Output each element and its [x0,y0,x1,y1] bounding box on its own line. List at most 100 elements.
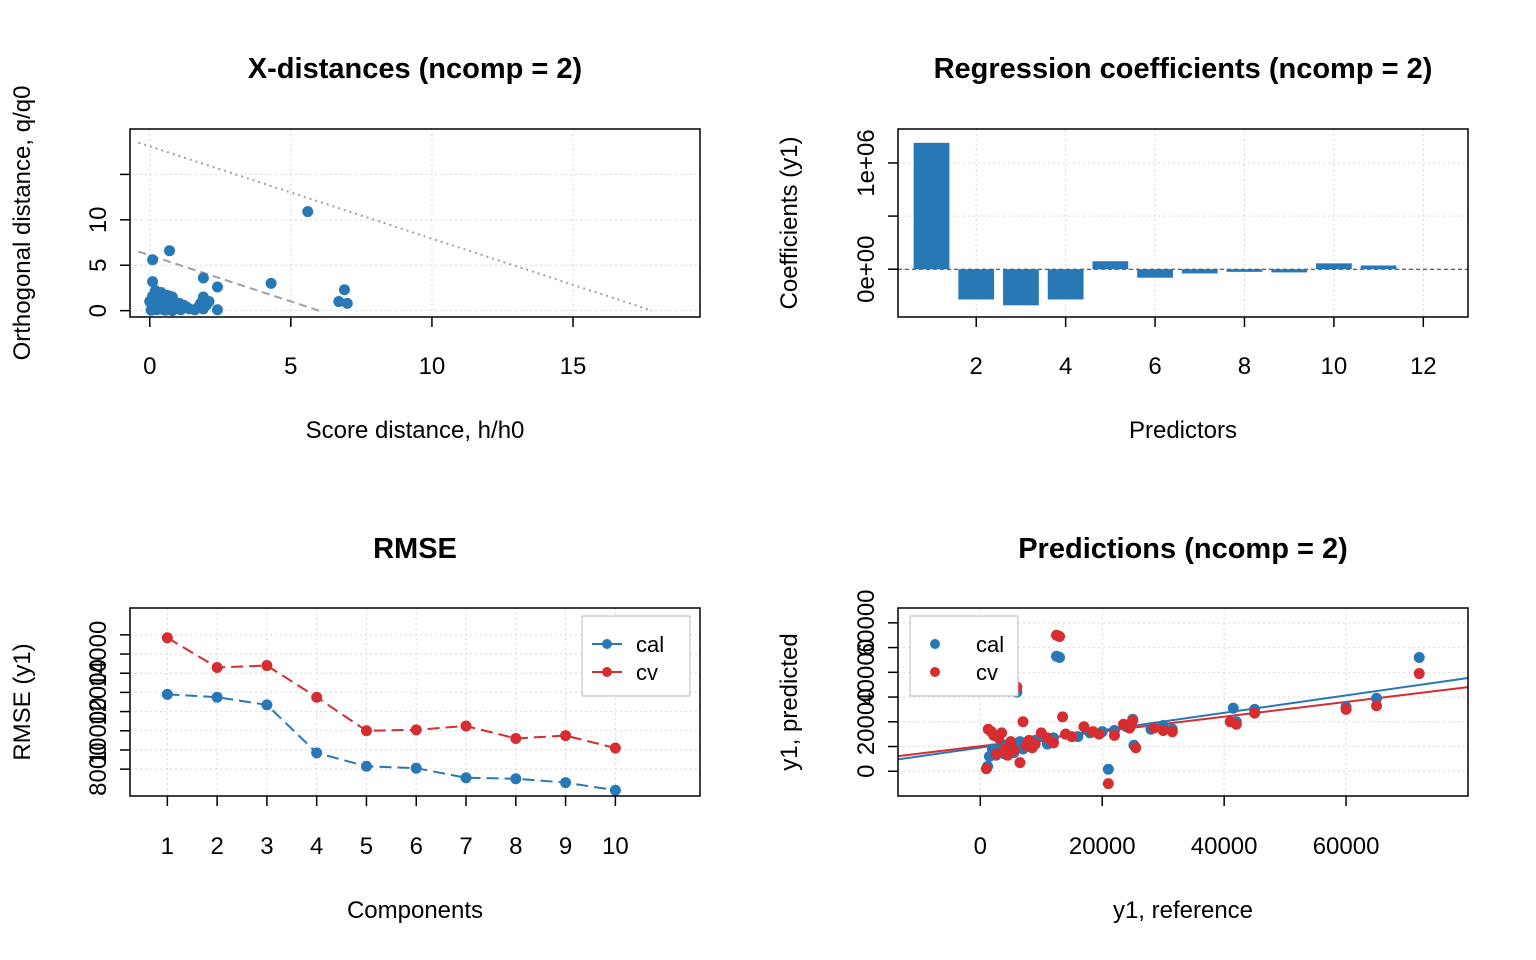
bar [1271,269,1308,273]
y-tick-label: 20000 [853,688,880,755]
bar [1092,261,1129,270]
grid [130,129,700,317]
bar [1316,263,1352,270]
bar [913,142,950,270]
x-tick-label: 6 [1148,353,1161,380]
data-point-cv [1102,778,1114,790]
data-point-cal [1413,651,1425,663]
data-point-cal [1102,763,1114,775]
y-axis-label: Coefficients (y1) [776,137,803,310]
legend-label-cal: cal [976,632,1004,657]
x-tick-label: 4 [310,833,323,860]
x-tick-label: 40000 [1191,833,1258,860]
data-point [341,297,353,309]
y-tick-label: 0 [85,304,112,317]
x-tick-label: 2 [970,353,983,380]
x-tick-label: 3 [260,833,273,860]
y-tick-label: 10000 [85,697,112,764]
data-point-cv [1057,711,1069,723]
data-point [265,277,277,289]
bar [1137,269,1173,278]
outlier-limit-line [138,141,653,312]
plot-area [898,629,1468,790]
y-tick-label: 40000 [853,639,880,706]
bar [1360,265,1397,270]
data-point-cv [1127,715,1139,727]
legend-label-cv: cv [636,660,658,685]
data-point [180,301,192,313]
x-tick-label: 20000 [1069,833,1136,860]
data-point-cv [1093,728,1105,740]
chart-title: RMSE [373,533,457,565]
y-axis [888,622,898,773]
x-tick-label: 1 [161,833,174,860]
data-point-cal [510,773,522,785]
x-axis-label: Score distance, h/h0 [306,417,525,444]
data-point-cv [460,720,472,732]
x-axis [166,796,617,806]
data-point [211,281,223,293]
y-axis [120,173,130,312]
extreme-limit-line [138,250,320,312]
plot-frame [129,607,701,797]
bar [1003,269,1039,306]
x-tick-label: 15 [560,353,587,380]
data-point [197,272,209,284]
data-point-cal [211,691,223,703]
y-axis-label: y1, predicted [776,633,803,770]
data-point [203,296,215,308]
data-point-cv [1148,722,1160,734]
data-point-cv [1017,716,1029,728]
data-point-cal [161,688,173,700]
grid [130,608,700,796]
data-point-cal [1227,702,1239,714]
data-point-cal [460,772,472,784]
bar [958,269,995,300]
plot-frame [897,128,1469,318]
legend-marker-cv [602,667,612,677]
plot-frame [897,607,1469,797]
plot-area [138,141,653,317]
y-tick-label: 0 [853,765,880,778]
data-point-cal [311,747,323,759]
x-tick-label: 9 [559,833,572,860]
panel-predictions: Predictions (ncomp = 2) y1, reference y1, … [776,533,1469,924]
data-point-cv [311,691,323,703]
x-tick-label: 0 [143,353,156,380]
data-point-cv [1029,738,1041,750]
data-point-cv [980,763,992,775]
data-point-cv [1166,726,1178,738]
data-point-cal [609,784,621,796]
data-point-cv [560,730,572,742]
data-point-cv [1047,737,1059,749]
data-point [338,284,350,296]
x-tick-label: 7 [459,833,472,860]
data-point-cv [1014,757,1026,769]
data-point-cv [161,632,173,644]
x-tick-label: 5 [360,833,373,860]
plot-area [161,632,621,796]
x-axis-label: Components [347,897,483,924]
plot-frame [129,128,701,318]
legend-label-cv: cv [976,660,998,685]
data-point-cv [211,661,223,673]
x-tick-label: 8 [1238,353,1251,380]
x-tick-label: 2 [210,833,223,860]
legend: cal cv [581,615,691,697]
data-point-cv [1108,729,1120,741]
series-line-cv [166,636,616,750]
y-tick-label: 60000 [853,589,880,656]
data-point-cv [1249,707,1261,719]
data-point [302,206,314,218]
x-tick-label: 60000 [1313,833,1380,860]
data-point-cv [609,742,621,754]
x-axis [149,317,574,327]
x-tick-label: 12 [1410,353,1437,380]
plot-area [898,142,1468,306]
x-tick-label: 10 [419,353,446,380]
x-tick-label: 0 [974,833,987,860]
data-point-cv [510,732,522,744]
grid [898,129,1468,317]
data-point-cal [560,777,572,789]
y-tick-label: 14000 [85,621,112,688]
